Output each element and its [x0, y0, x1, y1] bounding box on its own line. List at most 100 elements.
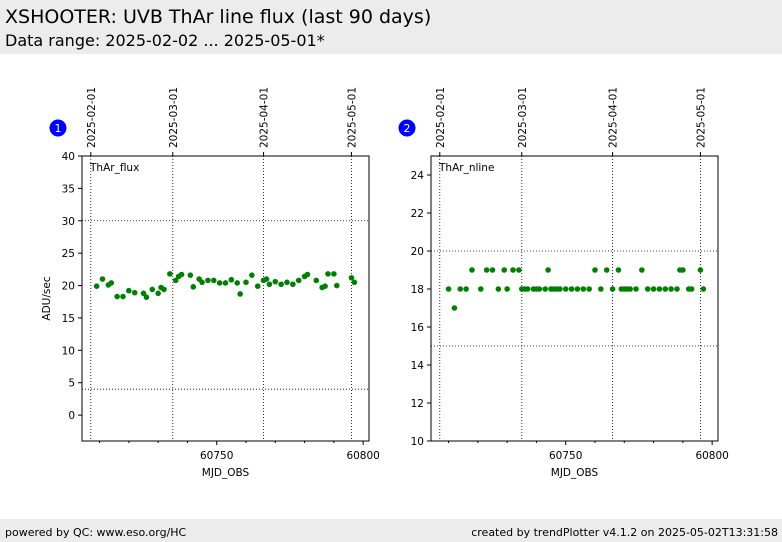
data-point: [615, 267, 622, 273]
y-tick-label: 14: [411, 360, 425, 372]
data-point: [609, 286, 616, 292]
y-tick-label: 35: [62, 183, 75, 195]
data-point: [333, 282, 340, 289]
y-tick-label: 40: [62, 151, 75, 163]
data-point: [263, 276, 270, 282]
data-point: [313, 277, 320, 284]
data-point: [167, 271, 173, 277]
data-point: [477, 286, 484, 292]
data-point: [325, 271, 331, 277]
data-point: [574, 286, 581, 292]
data-point: [222, 280, 229, 286]
y-tick-label: 18: [411, 284, 424, 296]
data-point: [700, 286, 707, 292]
data-point: [489, 267, 496, 273]
data-point: [557, 286, 563, 292]
data-point: [463, 286, 469, 292]
data-point: [99, 276, 106, 282]
data-point: [545, 267, 551, 273]
y-tick-label: 16: [411, 322, 425, 334]
data-point: [290, 281, 296, 288]
date-tick-label: 2025-02-01: [435, 87, 447, 148]
x-axis-label: MJD_OBS: [551, 467, 599, 479]
data-point: [199, 279, 205, 286]
data-point: [603, 267, 610, 273]
data-point: [114, 293, 120, 300]
y-tick-label: 24: [411, 170, 425, 182]
date-tick-label: 2025-05-01: [695, 87, 707, 148]
data-point: [650, 286, 657, 292]
date-tick-label: 2025-04-01: [608, 87, 620, 148]
footer-powered-by: powered by QC: www.eso.org/HC: [5, 526, 187, 539]
data-point: [501, 267, 508, 273]
x-axis-label: MJD_OBS: [202, 467, 250, 479]
data-point: [234, 280, 241, 286]
data-point: [131, 289, 138, 296]
y-tick-label: 20: [62, 281, 75, 293]
series-label: ThAr_nline: [438, 162, 494, 174]
data-point: [143, 294, 150, 301]
data-point: [483, 267, 490, 273]
data-point: [237, 291, 243, 297]
chart-panel-2: [398, 119, 719, 445]
data-point: [542, 286, 549, 292]
data-point: [178, 271, 185, 278]
data-point: [504, 286, 510, 292]
data-point: [93, 283, 100, 289]
axes-frame: [430, 155, 719, 442]
y-tick-label: 0: [68, 410, 75, 422]
axes-frame: [81, 155, 370, 442]
data-point: [304, 271, 311, 278]
x-tick-label: 60800: [695, 450, 728, 462]
x-tick-label: 60800: [346, 450, 379, 462]
data-point: [216, 280, 223, 286]
data-point: [510, 267, 516, 273]
y-tick-label: 20: [411, 246, 424, 258]
data-point: [249, 272, 255, 278]
data-point: [598, 286, 604, 292]
data-point: [656, 286, 663, 292]
data-point: [278, 281, 284, 288]
data-range-subtitle: Data range: 2025-02-02 ... 2025-05-01*: [5, 31, 325, 50]
data-point: [457, 286, 464, 292]
data-point: [205, 277, 211, 284]
y-tick-label: 25: [62, 248, 75, 260]
data-point: [524, 286, 531, 292]
y-axis-label: ADU/sec: [41, 276, 53, 320]
data-point: [210, 277, 217, 284]
x-tick-label: 60750: [549, 450, 582, 462]
data-point: [445, 286, 452, 292]
data-point: [295, 277, 302, 284]
data-point: [228, 276, 235, 283]
data-point: [639, 267, 645, 273]
page-title: XSHOOTER: UVB ThAr line flux (last 90 da…: [5, 6, 432, 28]
data-point: [272, 278, 279, 285]
data-point: [331, 271, 337, 277]
data-point: [592, 267, 598, 273]
date-tick-label: 2025-02-01: [86, 87, 98, 148]
footer-bar: powered by QC: www.eso.org/HC created by…: [0, 519, 782, 542]
panel-badge: [398, 119, 416, 137]
date-tick-label: 2025-05-01: [346, 87, 358, 148]
header-bar: XSHOOTER: UVB ThAr line flux (last 90 da…: [0, 0, 782, 54]
data-point: [662, 286, 669, 292]
y-tick-label: 10: [62, 345, 75, 357]
footer-created-by: created by trendPlotter v4.1.2 on 2025-0…: [471, 526, 778, 539]
data-point: [172, 277, 179, 284]
data-point: [633, 286, 639, 292]
data-point: [688, 286, 695, 292]
data-point: [580, 286, 587, 292]
data-point: [668, 286, 674, 292]
date-tick-label: 2025-03-01: [168, 87, 180, 148]
data-point: [348, 274, 355, 281]
data-point: [266, 281, 273, 288]
data-point: [469, 267, 475, 273]
data-point: [140, 290, 147, 297]
y-tick-label: 22: [411, 208, 424, 220]
x-tick-label: 60750: [200, 450, 233, 462]
data-point: [254, 283, 261, 289]
date-tick-label: 2025-03-01: [517, 87, 529, 148]
series-label: ThAr_flux: [89, 162, 139, 174]
data-point: [322, 283, 328, 289]
